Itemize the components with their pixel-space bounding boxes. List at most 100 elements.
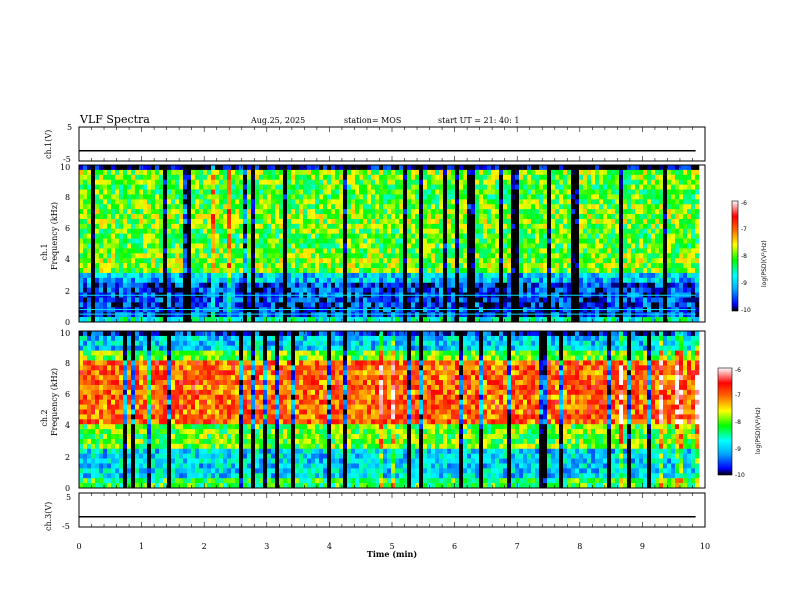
spectrogram-cell — [299, 199, 304, 205]
spectrogram-cell — [563, 263, 568, 269]
spectrogram-cell — [319, 165, 324, 171]
spectrogram-cell — [427, 223, 432, 230]
spectrogram-cell — [115, 189, 120, 195]
spectrogram-cell — [103, 184, 108, 190]
spectrogram-cell — [195, 169, 200, 176]
spectrogram-cell — [475, 184, 480, 190]
spectrogram-cell — [679, 223, 684, 230]
spectrogram-cell — [267, 184, 272, 190]
spectrogram-cell — [623, 218, 628, 225]
spectrogram-cell — [167, 165, 172, 171]
spectrogram-cell — [679, 238, 684, 244]
spectrogram-cell — [191, 302, 196, 308]
spectrogram-cell — [95, 297, 100, 303]
spectrogram-cell — [359, 169, 364, 176]
spectrogram-cell — [623, 223, 628, 230]
spectrogram-cell — [675, 268, 680, 274]
spectrogram-cell — [631, 204, 636, 210]
spectrogram-cell — [511, 214, 516, 220]
spectrogram-cell — [407, 199, 412, 205]
spectrogram-cell — [179, 302, 184, 308]
spectrogram-cell — [651, 312, 656, 318]
spectrogram-cell — [331, 199, 336, 205]
spectrogram-cell — [459, 248, 464, 254]
spectrogram-cell — [467, 258, 472, 264]
spectrogram-cell — [599, 169, 604, 176]
spectrogram-cell — [339, 165, 344, 171]
spectrogram-cell — [375, 228, 380, 234]
spectrogram-cell — [167, 268, 172, 274]
spectrogram-cell — [107, 312, 112, 318]
spectrogram-cell — [175, 165, 180, 171]
spectrogram-cell — [287, 302, 292, 308]
spectrogram-cell — [95, 248, 100, 254]
spectrogram-cell — [311, 184, 316, 190]
spectrogram-cell — [235, 169, 240, 176]
spectrogram-cell — [331, 209, 336, 215]
spectrogram-cell — [159, 184, 164, 190]
spectrogram-cell — [163, 258, 168, 264]
spectrogram-cell — [667, 282, 672, 288]
spectrogram-cell — [459, 243, 464, 249]
spectrogram-cell — [223, 272, 228, 279]
spectrogram-cell — [231, 214, 236, 220]
spectrogram-cell — [463, 228, 468, 234]
spectrogram-cell — [371, 277, 376, 284]
spectrogram-cell — [683, 169, 688, 176]
spectrogram-cell — [375, 263, 380, 269]
spectrogram-cell — [659, 228, 664, 234]
spectrogram-cell — [511, 253, 516, 259]
spectrogram-cell — [571, 317, 576, 323]
spectrogram-cell — [267, 223, 272, 230]
spectrogram-cell — [499, 214, 504, 220]
spectrogram-cell — [531, 287, 536, 293]
spectrogram-cell — [447, 165, 452, 171]
spectrogram-cell — [455, 272, 460, 279]
spectrogram-cell — [431, 209, 436, 215]
spectrogram-cell — [503, 277, 508, 284]
spectrogram-cell — [263, 253, 268, 259]
spectrogram-cell — [187, 302, 192, 308]
spectrogram-cell — [119, 204, 124, 210]
spectrogram-cell — [191, 165, 196, 171]
spectrogram-cell — [271, 268, 276, 274]
spectrogram-cell — [215, 179, 220, 185]
spectrogram-cell — [155, 194, 160, 200]
spectrogram-cell — [663, 165, 668, 171]
spectrogram-cell — [367, 204, 372, 210]
spectrogram-cell — [123, 312, 128, 318]
spectrogram-cell — [171, 263, 176, 269]
spectrogram-cell — [195, 253, 200, 259]
spectrogram-cell — [251, 272, 256, 279]
spectrogram-cell — [579, 272, 584, 279]
spectrogram-cell — [387, 243, 392, 249]
spectrogram-cell — [171, 179, 176, 185]
spectrogram-cell — [547, 233, 552, 239]
spectrogram-cell — [663, 248, 668, 254]
spectrogram-cell — [427, 179, 432, 185]
spectrogram-cell — [395, 165, 400, 171]
spectrogram-cell — [335, 184, 340, 190]
spectrogram-cell — [123, 204, 128, 210]
spectrogram-cell — [511, 218, 516, 225]
spectrogram-cell — [567, 233, 572, 239]
spectrogram-cell — [659, 169, 664, 176]
spectrogram-cell — [551, 184, 556, 190]
spectrogram-cell — [503, 272, 508, 279]
spectrogram-cell — [355, 243, 360, 249]
spectrogram-cell — [355, 287, 360, 293]
spectrogram-cell — [599, 165, 604, 171]
spectrogram-cell — [503, 223, 508, 230]
spectrogram-cell — [571, 233, 576, 239]
spectrogram-cell — [187, 248, 192, 254]
spectrogram-cell — [299, 218, 304, 225]
spectrogram-cell — [395, 277, 400, 284]
spectrogram-cell — [259, 238, 264, 244]
spectrogram-cell — [423, 282, 428, 288]
spectrogram-cell — [627, 272, 632, 279]
spectrogram-cell — [647, 199, 652, 205]
spectrogram-cell — [507, 194, 512, 200]
spectrogram-cell — [655, 233, 660, 239]
spectrogram-cell — [327, 223, 332, 230]
spectrogram-cell — [547, 189, 552, 195]
